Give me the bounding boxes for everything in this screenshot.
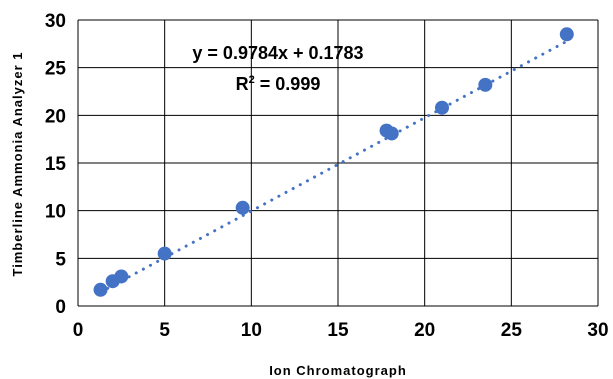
- x-tick-label: 5: [159, 320, 170, 341]
- data-point: [93, 282, 108, 297]
- x-tick-label: 30: [587, 320, 608, 341]
- x-tick-label: 20: [414, 320, 435, 341]
- y-tick-label: 30: [45, 11, 66, 32]
- x-tick-label: 15: [327, 320, 349, 341]
- r-squared-value: = 0.999: [255, 74, 321, 94]
- y-tick-label: 15: [45, 154, 67, 175]
- data-point: [435, 100, 449, 115]
- r-squared-label: R2 = 0.999: [236, 74, 321, 94]
- y-tick-label: 5: [55, 249, 66, 270]
- y-tick-label: 20: [45, 106, 66, 127]
- data-point: [478, 77, 493, 92]
- r-squared-r: R: [236, 74, 249, 94]
- x-axis-title: Ion Chromatograph: [269, 363, 407, 378]
- data-point: [559, 27, 574, 42]
- data-point: [384, 126, 399, 141]
- trendline: [99, 37, 572, 294]
- y-axis-title: Timberline Ammonia Analyzer 1: [10, 51, 25, 276]
- data-points: [93, 27, 574, 297]
- tick-labels: 0 5 10 15 20 25 30 0 5 10 15 20 25 30: [45, 11, 609, 341]
- data-point: [235, 200, 250, 215]
- grid-lines: [77, 19, 599, 307]
- y-tick-label: 0: [55, 297, 66, 318]
- x-tick-label: 10: [241, 320, 262, 341]
- trendline-equation: y = 0.9784x + 0.1783: [192, 43, 363, 63]
- r-squared-superscript: 2: [249, 74, 255, 86]
- data-point: [157, 246, 172, 261]
- data-point: [114, 269, 129, 284]
- y-tick-label: 10: [45, 202, 66, 223]
- x-tick-label: 0: [73, 320, 84, 341]
- y-tick-label: 25: [45, 59, 67, 80]
- trendline-group: [99, 37, 572, 294]
- x-tick-label: 25: [501, 320, 523, 341]
